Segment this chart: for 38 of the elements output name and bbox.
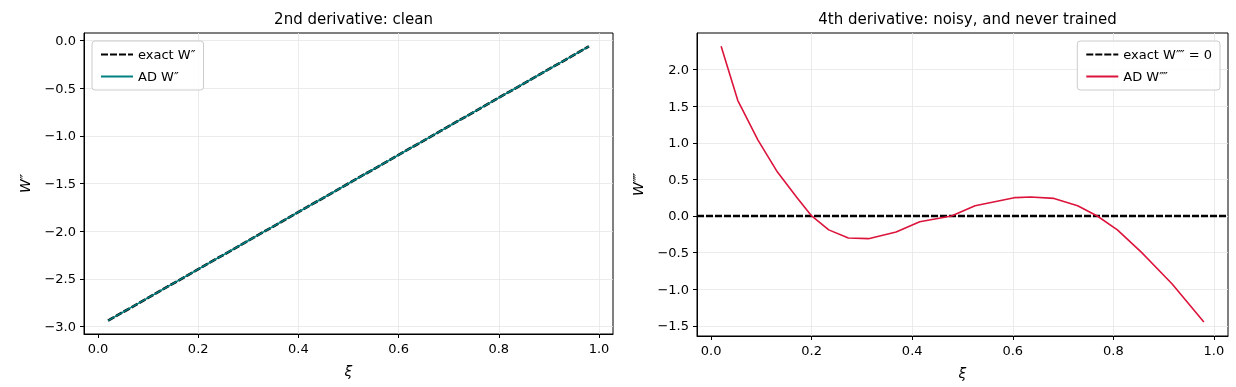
chart-title: 2nd derivative: clean	[274, 9, 433, 28]
y-tick-label: −2.0	[44, 223, 76, 239]
legend-label: exact W⁗ = 0	[1123, 47, 1213, 62]
y-tick-label: 0.0	[668, 208, 689, 224]
x-tick-label: 0.6	[388, 341, 409, 356]
chart-title: 4th derivative: noisy, and never trained	[818, 9, 1117, 28]
y-tick-label: −3.0	[44, 318, 76, 334]
x-tick-label: 0.2	[801, 343, 822, 358]
x-tick-label: 0.4	[288, 341, 309, 356]
x-tick-label: 0.4	[901, 343, 923, 358]
x-tick-label: 0.8	[488, 341, 510, 356]
y-axis-title: W⁗	[630, 172, 646, 197]
y-axis-title: W″	[17, 173, 33, 194]
x-axis-title: ξ	[343, 363, 353, 379]
x-tick-label: 0.0	[700, 343, 722, 358]
y-tick-label: −1.0	[44, 128, 76, 144]
y-tick-label: 2.0	[668, 62, 689, 78]
x-tick-label: 1.0	[1203, 343, 1225, 358]
y-tick-label: 0.0	[55, 33, 76, 49]
y-tick-label: −1.5	[44, 176, 76, 191]
y-tick-label: −1.5	[657, 318, 689, 334]
x-tick-label: 0.2	[187, 341, 209, 356]
x-tick-label: 0.0	[87, 341, 109, 356]
y-tick-label: −0.5	[657, 245, 689, 261]
legend-label: AD W″	[138, 69, 179, 84]
y-tick-label: −0.5	[44, 80, 76, 96]
legend-label: AD W⁗	[1123, 69, 1169, 84]
y-tick-label: 0.5	[668, 171, 689, 187]
line-series	[720, 45, 1205, 323]
y-tick-label: −2.5	[44, 271, 76, 287]
legend-label: exact W″	[138, 47, 196, 62]
y-tick-label: 1.5	[668, 98, 689, 114]
y-tick-label: −1.0	[657, 281, 689, 297]
y-tick-label: 1.0	[668, 135, 689, 151]
x-axis-title: ξ	[957, 365, 967, 381]
x-tick-label: 0.8	[1103, 343, 1124, 358]
x-tick-label: 1.0	[588, 341, 610, 356]
x-tick-label: 0.6	[1002, 343, 1024, 358]
